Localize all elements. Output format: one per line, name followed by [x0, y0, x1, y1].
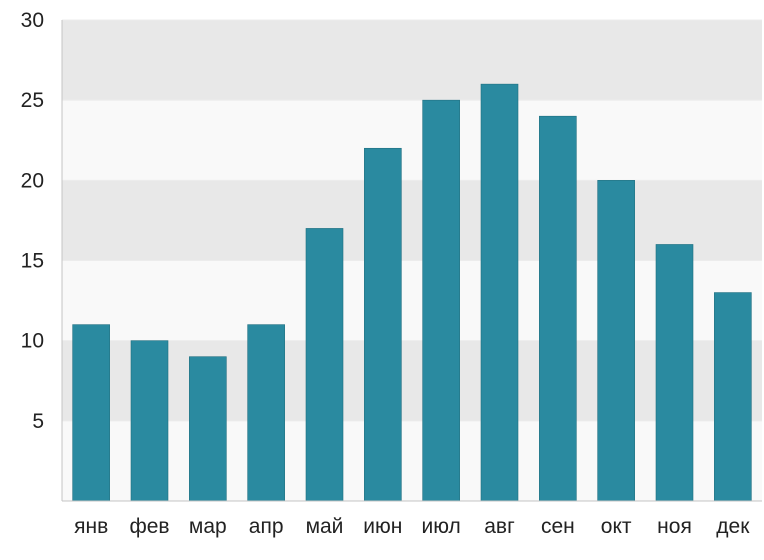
bar-ноя [655, 244, 694, 502]
bar-авг [480, 83, 519, 502]
bar-сен [539, 115, 577, 502]
plot-band [62, 340, 762, 421]
bar-дек [714, 292, 752, 502]
bar-янв [72, 324, 110, 502]
x-tick-label: май [306, 515, 344, 538]
x-tick-label: авг [484, 515, 515, 538]
plot-band [62, 100, 762, 181]
plot-band [62, 260, 762, 341]
y-tick-label: 25 [21, 89, 44, 112]
x-tick-label: сен [541, 515, 575, 538]
y-tick-label: 15 [21, 250, 44, 273]
y-tick-label: 20 [21, 169, 44, 192]
bar-мар [189, 356, 227, 502]
x-tick-label: июл [422, 515, 461, 538]
gridlines [61, 19, 762, 501]
plot-band [62, 20, 762, 101]
bar-апр [247, 324, 285, 502]
x-axis-tick-labels: янв фев мар апр май июн июл авг сен окт ноя дек [74, 515, 750, 538]
plot-background-bands [62, 20, 762, 501]
y-axis-tick-labels: 5 10 15 20 25 30 [21, 9, 44, 433]
plot-band [62, 420, 762, 501]
x-tick-label: янв [74, 515, 108, 538]
y-tick-label: 30 [21, 9, 44, 32]
x-tick-label: дек [716, 515, 750, 538]
x-tick-label: окт [601, 515, 632, 538]
bar-окт [597, 180, 635, 502]
plot-band [62, 180, 762, 261]
bars [72, 83, 752, 502]
x-tick-label: апр [249, 515, 284, 538]
y-tick-label: 10 [21, 330, 44, 353]
y-tick-label: 5 [32, 410, 44, 433]
bar-июл [422, 99, 460, 502]
x-tick-label: июн [363, 515, 402, 538]
bar-май [305, 228, 344, 502]
x-tick-label: ноя [657, 515, 692, 538]
x-tick-label: фев [129, 515, 169, 538]
bar-фев [130, 340, 169, 502]
bar-июн [364, 147, 402, 502]
x-tick-label: мар [189, 515, 227, 538]
